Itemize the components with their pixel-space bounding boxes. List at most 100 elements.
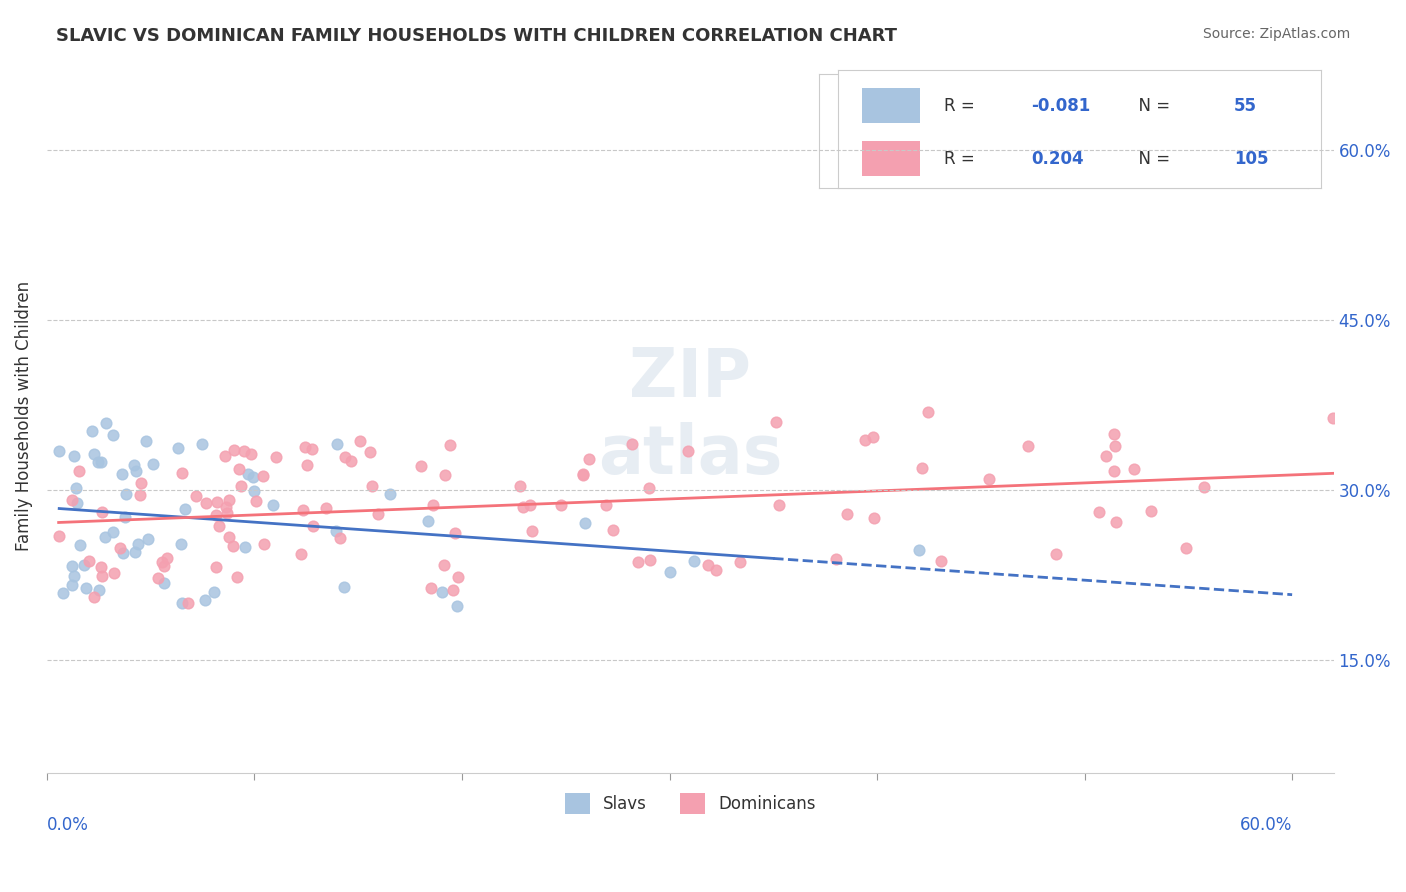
Point <box>252 469 274 483</box>
Point <box>103 524 125 539</box>
Point <box>73 558 96 573</box>
Point <box>697 558 720 572</box>
Point <box>60 578 83 592</box>
Point <box>676 444 699 458</box>
Point <box>75 581 97 595</box>
Point <box>89 583 111 598</box>
Point <box>150 555 173 569</box>
Point <box>242 470 264 484</box>
Point <box>204 508 226 523</box>
Point <box>295 458 318 473</box>
Point <box>433 558 456 572</box>
Point <box>519 499 541 513</box>
Point <box>101 428 124 442</box>
Point <box>63 449 86 463</box>
Point <box>229 478 252 492</box>
Text: Source: ZipAtlas.com: Source: ZipAtlas.com <box>1202 27 1350 41</box>
Point <box>292 503 315 517</box>
Point <box>627 555 650 569</box>
Point <box>90 455 112 469</box>
Point <box>205 495 228 509</box>
Point <box>184 489 207 503</box>
Point <box>124 545 146 559</box>
Point <box>294 440 316 454</box>
Point <box>114 510 136 524</box>
Point <box>152 575 174 590</box>
Point <box>63 568 86 582</box>
Point <box>574 516 596 530</box>
Point <box>1017 439 1039 453</box>
Point <box>1088 505 1111 519</box>
Point <box>222 539 245 553</box>
Point <box>233 444 256 458</box>
Point <box>509 479 531 493</box>
Point <box>301 442 323 456</box>
Point <box>422 498 444 512</box>
Point <box>1102 464 1125 478</box>
Point <box>439 438 461 452</box>
Point <box>194 593 217 607</box>
Point <box>96 416 118 430</box>
Point <box>233 540 256 554</box>
Point <box>240 447 263 461</box>
Point <box>512 500 534 514</box>
Point <box>1122 462 1144 476</box>
Point <box>361 478 384 492</box>
Point <box>853 433 876 447</box>
Point <box>135 434 157 448</box>
Point <box>917 405 939 419</box>
Point <box>243 483 266 498</box>
Point <box>380 487 402 501</box>
Point <box>1175 541 1198 556</box>
Point <box>325 524 347 538</box>
Point <box>862 430 884 444</box>
Point <box>111 467 134 482</box>
Point <box>1322 411 1344 425</box>
Point <box>83 447 105 461</box>
Point <box>333 450 356 465</box>
Point <box>236 467 259 481</box>
Point <box>131 476 153 491</box>
Point <box>434 468 457 483</box>
Point <box>359 445 381 459</box>
Point <box>979 472 1001 486</box>
Point <box>214 450 236 464</box>
Point <box>907 542 929 557</box>
Point <box>77 554 100 568</box>
Point <box>262 498 284 512</box>
Point <box>550 499 572 513</box>
Point <box>571 467 593 482</box>
Point <box>125 464 148 478</box>
Point <box>572 467 595 481</box>
Point <box>207 518 229 533</box>
Point <box>218 530 240 544</box>
Point <box>911 461 934 475</box>
Y-axis label: Family Households with Children: Family Households with Children <box>15 281 32 551</box>
Point <box>146 571 169 585</box>
Point <box>290 547 312 561</box>
Point <box>367 508 389 522</box>
Point <box>446 570 468 584</box>
Point <box>103 566 125 581</box>
Point <box>333 580 356 594</box>
Point <box>1192 480 1215 494</box>
Point <box>86 455 108 469</box>
Text: SLAVIC VS DOMINICAN FAMILY HOUSEHOLDS WITH CHILDREN CORRELATION CHART: SLAVIC VS DOMINICAN FAMILY HOUSEHOLDS WI… <box>56 27 897 45</box>
Point <box>94 530 117 544</box>
Point <box>253 537 276 551</box>
Point <box>65 481 87 495</box>
Text: 60.0%: 60.0% <box>1240 816 1292 834</box>
Point <box>340 453 363 467</box>
Point <box>621 436 644 450</box>
Point <box>420 581 443 595</box>
Point <box>416 514 439 528</box>
Point <box>205 559 228 574</box>
Point <box>302 519 325 533</box>
Point <box>765 415 787 429</box>
Point <box>156 550 179 565</box>
Point <box>1102 427 1125 442</box>
Point <box>1140 504 1163 518</box>
Point <box>48 443 70 458</box>
Point <box>191 437 214 451</box>
Point <box>1104 439 1126 453</box>
